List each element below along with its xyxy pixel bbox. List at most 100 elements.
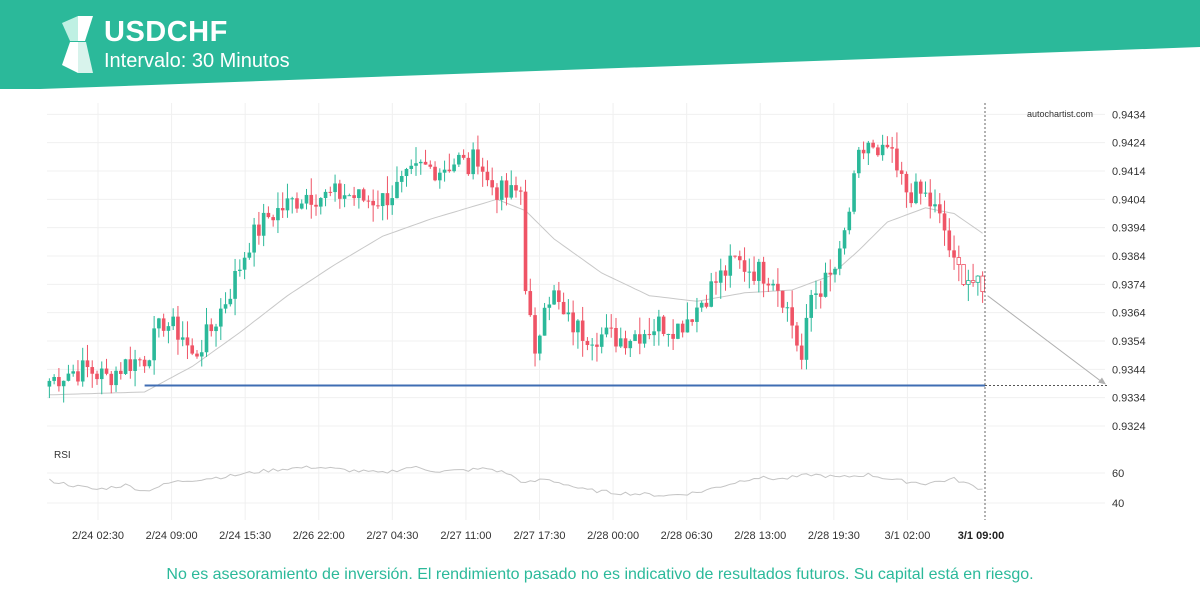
candle — [409, 159, 414, 175]
y-tick-label: 0.9344 — [1112, 364, 1146, 376]
rsi-grid — [47, 472, 1105, 504]
candle — [495, 183, 499, 214]
x-tick-label: 2/24 02:30 — [72, 530, 124, 542]
candle — [366, 195, 371, 209]
candle — [76, 360, 80, 386]
candle — [447, 153, 452, 173]
candle — [523, 179, 528, 295]
candle — [633, 330, 637, 342]
candle — [361, 187, 366, 203]
candle — [228, 288, 233, 307]
x-tick-label: 2/28 06:30 — [661, 530, 713, 542]
candle — [418, 159, 423, 175]
candle — [71, 364, 75, 377]
candle — [442, 160, 447, 182]
candle — [280, 192, 285, 218]
candle — [714, 271, 718, 295]
candle — [390, 185, 395, 215]
candle — [357, 189, 361, 209]
candle — [671, 319, 675, 350]
candle — [647, 317, 652, 340]
candle — [795, 321, 799, 352]
candle — [285, 183, 290, 218]
y-tick-label: 0.9384 — [1112, 251, 1146, 263]
x-tick-label: 2/28 13:00 — [734, 530, 786, 542]
candle — [514, 176, 518, 198]
candle — [90, 360, 95, 388]
candle — [623, 330, 628, 355]
candle — [314, 194, 318, 216]
candle — [176, 305, 180, 355]
watermark: autochartist.com — [1027, 109, 1093, 119]
candle — [785, 301, 790, 322]
candle — [899, 161, 904, 185]
candle — [975, 275, 981, 296]
candle — [466, 152, 471, 176]
candle — [828, 259, 833, 292]
candle — [704, 294, 709, 309]
candle — [614, 317, 618, 353]
candle — [847, 207, 852, 235]
y-tick-label: 0.9434 — [1112, 109, 1146, 121]
candle — [395, 166, 399, 199]
rsi-line — [49, 465, 983, 497]
candle — [533, 307, 537, 367]
candle — [485, 160, 490, 187]
projection-arrow-icon — [1098, 377, 1106, 385]
candle — [876, 144, 880, 157]
candle — [518, 186, 523, 205]
candle — [252, 217, 256, 267]
candle — [837, 240, 842, 276]
projection-line — [987, 295, 1105, 384]
candle — [685, 302, 690, 333]
candle — [571, 300, 575, 346]
candle — [542, 302, 547, 336]
candle — [114, 366, 118, 392]
x-tick-label: 2/28 00:00 — [587, 530, 639, 542]
candle — [842, 227, 847, 255]
candle — [385, 176, 390, 220]
overlays — [144, 103, 1108, 520]
candle — [861, 141, 866, 160]
candle — [576, 319, 580, 349]
candle — [933, 189, 937, 213]
candle — [799, 333, 804, 370]
candle — [171, 308, 175, 331]
candle — [61, 380, 66, 403]
candle — [566, 299, 571, 322]
candle — [942, 200, 947, 246]
candle — [476, 135, 480, 175]
candle — [547, 296, 552, 321]
candle — [80, 347, 85, 387]
y-tick-label: 0.9324 — [1112, 421, 1146, 433]
candle — [961, 264, 966, 287]
candle — [195, 350, 199, 359]
candle — [804, 304, 809, 370]
candle — [218, 298, 223, 341]
candle — [690, 318, 694, 326]
candle — [185, 321, 190, 360]
candle — [352, 186, 356, 206]
candle — [318, 197, 323, 215]
candle — [142, 355, 147, 373]
candle — [161, 313, 166, 337]
candle — [276, 192, 280, 234]
candle — [742, 247, 747, 282]
candle — [814, 280, 818, 310]
candle — [980, 271, 985, 303]
candle — [342, 184, 347, 208]
candle — [590, 338, 594, 361]
candle — [414, 147, 418, 176]
candle — [238, 259, 242, 277]
candle — [152, 316, 156, 375]
candle — [57, 368, 61, 392]
candle — [423, 149, 428, 165]
candle — [871, 139, 875, 149]
candle — [747, 258, 752, 289]
rsi-tick-label: 40 — [1112, 498, 1124, 510]
banner-background — [0, 0, 1200, 89]
candle — [557, 281, 561, 310]
candle — [771, 279, 775, 291]
candle — [204, 307, 209, 357]
candle — [233, 258, 237, 316]
